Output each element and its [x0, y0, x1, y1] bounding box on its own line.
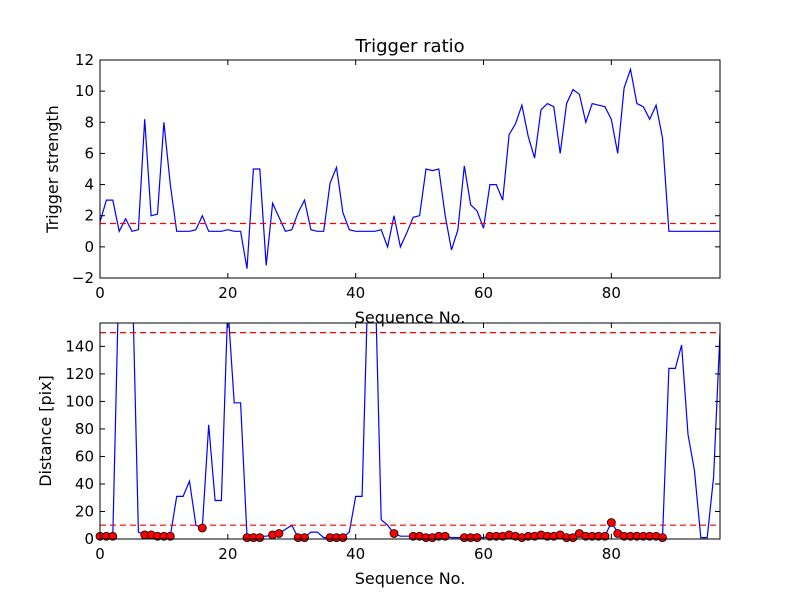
y-axis-label: Trigger strength [43, 105, 62, 234]
y-tick-label: 10 [75, 82, 94, 100]
y-tick-label: 0 [84, 238, 94, 256]
data-point [274, 529, 284, 538]
plot-area: 0 20 40 60 80 0 20 40 60 80 100 120 140 [65, 322, 721, 563]
data-point [255, 533, 265, 543]
data-point [440, 531, 450, 541]
data-point [338, 533, 348, 543]
data-point [197, 523, 207, 533]
y-tick-label: 12 [75, 51, 94, 69]
y-tick-label: 0 [84, 530, 94, 548]
data-point [568, 533, 578, 543]
x-tick-label: 40 [346, 545, 365, 563]
x-tick-label: 40 [346, 284, 365, 302]
y-tick-label: 60 [75, 447, 94, 465]
x-tick-label: 20 [218, 545, 237, 563]
y-tick-label: 80 [75, 420, 94, 438]
data-point [389, 529, 399, 538]
y-tick-label: 140 [65, 337, 94, 355]
chart-title: Trigger ratio [354, 36, 464, 57]
y-tick-label: 4 [84, 176, 94, 194]
y-tick-label: 20 [75, 502, 94, 520]
x-tick-label: 80 [602, 284, 621, 302]
data-point [658, 533, 667, 543]
x-axis-label: Sequence No. [355, 308, 466, 327]
y-tick-label: 2 [84, 207, 94, 225]
x-tick-label: 60 [474, 545, 493, 563]
x-tick-label: 0 [95, 284, 105, 302]
y-tick-label: 6 [84, 144, 94, 162]
y-axis-label: Distance [pix] [36, 375, 55, 487]
y-tick-label: 40 [75, 475, 94, 493]
y-tick-label: 8 [84, 113, 94, 131]
data-point [165, 531, 175, 541]
data-point [606, 518, 616, 527]
y-tick-label: 120 [65, 365, 94, 383]
distance-chart: Sequence No. Distance [pix] 0 20 40 60 80 0 20… [36, 322, 721, 588]
series-line [100, 66, 720, 269]
data-point [108, 531, 118, 541]
data-point [600, 531, 610, 541]
x-tick-label: 60 [474, 284, 493, 302]
data-point [300, 533, 309, 543]
plot-frame [99, 59, 721, 279]
trigger-ratio-chart: Trigger ratio Sequence No. Trigger stren… [43, 36, 721, 327]
x-tick-label: 0 [95, 545, 105, 563]
data-point [472, 533, 482, 543]
x-tick-label: 80 [602, 545, 621, 563]
y-tick-label: 100 [65, 392, 94, 410]
x-axis-label: Sequence No. [355, 569, 466, 588]
x-tick-label: 20 [218, 284, 237, 302]
plot-frame [99, 322, 721, 540]
y-tick-label: −2 [72, 269, 94, 287]
